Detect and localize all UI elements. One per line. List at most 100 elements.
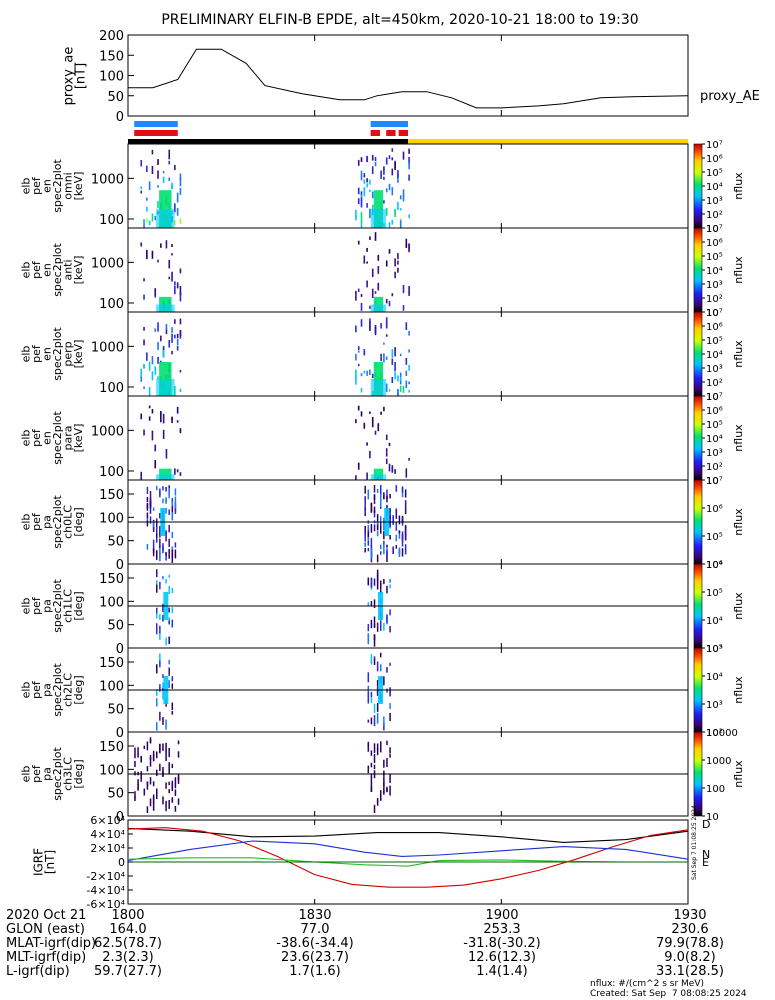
- spectrogram-cell: [148, 387, 151, 397]
- pitch-y-tick-label: 150: [99, 488, 124, 503]
- spectrogram-cell: [357, 363, 360, 367]
- spectrogram-cell: [179, 388, 182, 392]
- pitch-angle-cell: [404, 500, 407, 512]
- pitch-angle-cell: [165, 637, 167, 646]
- pitch-angle-cell: [168, 667, 170, 676]
- spectrogram-cell: [408, 331, 410, 336]
- pitch-angle-cell: [171, 501, 174, 506]
- spectrogram-cell: [380, 170, 382, 179]
- spectrogram-cell: [377, 423, 380, 432]
- spectrogram-cell: [388, 155, 391, 160]
- spectrogram-cell: [168, 259, 171, 269]
- pitch-angle-cell: [389, 690, 391, 694]
- spectrogram-cell: [165, 323, 168, 331]
- energy-panel-2: 100 1000 elbpefenspec2plotperp[keV] 10 10² 10…: [20, 308, 745, 403]
- energy-panel-0: 100 1000 elbpefenspec2plotomni[keV] 10 10² 10…: [20, 140, 745, 235]
- spectrogram-cell: [377, 266, 380, 274]
- igrf-total-line: [127, 827, 689, 843]
- spectrogram-cell: [355, 475, 357, 482]
- spectrogram-cell: [174, 285, 176, 295]
- pitch-angle-cell: [386, 614, 388, 623]
- pitch-angle-cell: [364, 485, 366, 494]
- spectrogram-cell: [171, 350, 173, 355]
- spectrogram-cell: [171, 417, 173, 420]
- pitch-y-tick-label: 100: [99, 763, 124, 778]
- pitch-angle-cell: [177, 774, 180, 784]
- spectrogram-cell: [143, 429, 145, 436]
- pitch-angle-cell: [165, 578, 167, 584]
- plot-title: PRELIMINARY ELFIN-B EPDE, alt=450km, 202…: [161, 12, 638, 28]
- pitch-angle-cell: [367, 547, 370, 552]
- axis-label-line: perp: [62, 341, 75, 366]
- axis-label-line: para: [62, 426, 75, 451]
- igrf-legend-E: E: [702, 856, 709, 869]
- spectrogram-cell: [143, 220, 145, 225]
- spectrogram-cell: [383, 200, 385, 204]
- pitch-angle-cell: [370, 750, 373, 756]
- spectrogram-cell: [391, 148, 394, 152]
- pitch-angle-cell: [171, 531, 174, 539]
- red-indicator-bar: [398, 130, 408, 136]
- pitch-angle-cell: [171, 710, 174, 715]
- red-indicator-bar: [134, 130, 178, 136]
- colorbar-label: nflux: [732, 340, 745, 368]
- pitch-angle-cell: [367, 491, 370, 500]
- colorbar-tick-label: 10⁷: [706, 140, 723, 151]
- pitch-angle-panel-0: 050100150elbpefpaspec2plotch0LC[deg]10⁴1…: [20, 476, 745, 573]
- pitch-angle-cell: [168, 767, 170, 775]
- pitch-angle-cell: [370, 654, 373, 664]
- colorbar-tick-label: 10⁶: [706, 406, 723, 417]
- spectrogram-cell: [355, 290, 357, 301]
- spectrogram-cell: [157, 185, 159, 188]
- proxy-ae-panel: 0 50 100 150 200 proxy_ae[nT] proxy_AE: [61, 29, 759, 125]
- pitch-angle-cell: [168, 747, 170, 757]
- blue-indicator-bar: [134, 121, 178, 127]
- pitch-angle-cell: [146, 741, 149, 751]
- pitch-angle-cell: [171, 504, 174, 514]
- pitch-angle-cell: [389, 516, 391, 524]
- spectrogram-cell: [140, 376, 143, 382]
- pitch-angle-cell: [386, 757, 388, 768]
- pitch-y-tick-label: 150: [99, 572, 124, 587]
- pitch-angle-cell: [367, 633, 370, 641]
- spectrogram-cell: [174, 203, 176, 213]
- spectrogram-cell: [388, 463, 391, 472]
- spectrogram-cell: [391, 293, 394, 297]
- spectrogram-cell: [143, 294, 145, 300]
- spectrogram-cell: [140, 190, 143, 194]
- spectrogram-cell: [399, 195, 402, 200]
- spectrogram-cell: [176, 282, 179, 289]
- pitch-angle-cell: [373, 804, 376, 813]
- spectrogram-cell: [143, 278, 145, 282]
- pitch-angle-cell: [383, 544, 385, 555]
- spectrogram-cell: [157, 201, 159, 209]
- spectrogram-cell: [355, 215, 357, 221]
- energy-y-tick-label: 1000: [91, 340, 124, 355]
- pitch-angle-cell: [152, 794, 155, 801]
- pitch-angle-cell: [373, 485, 376, 493]
- pitch-angle-cell: [159, 526, 161, 536]
- spectrogram-cell: [369, 411, 371, 414]
- pitch-angle-cell: [401, 536, 404, 547]
- spectrogram-cell: [405, 243, 408, 249]
- spectrogram-cell: [366, 203, 368, 208]
- pitch-angle-cell: [373, 703, 376, 714]
- pitch-angle-cell: [370, 697, 373, 703]
- spectrogram-cell: [360, 319, 363, 327]
- spectrogram-cell: [402, 189, 405, 197]
- spectrogram-cell: [408, 245, 410, 253]
- pitch-angle-cell: [367, 540, 370, 546]
- spectrogram-cell: [385, 448, 388, 453]
- colorbar-tick-label: 10: [706, 812, 719, 823]
- ae-y-tick-label: 50: [107, 90, 124, 105]
- pitch-angle-cell: [174, 549, 177, 559]
- pitch-angle-cell: [380, 664, 382, 671]
- ephemeris-value: 1800: [111, 908, 145, 923]
- pitch-angle-cell: [373, 743, 376, 753]
- spectrogram-cell: [179, 177, 182, 187]
- pitch-angle-cell: [168, 491, 170, 496]
- ephemeris-value: 1.4(1.4): [476, 964, 528, 979]
- spectrogram-cell: [154, 328, 157, 332]
- pitch-angle-cell: [380, 484, 382, 496]
- spectrogram-cell: [391, 358, 394, 365]
